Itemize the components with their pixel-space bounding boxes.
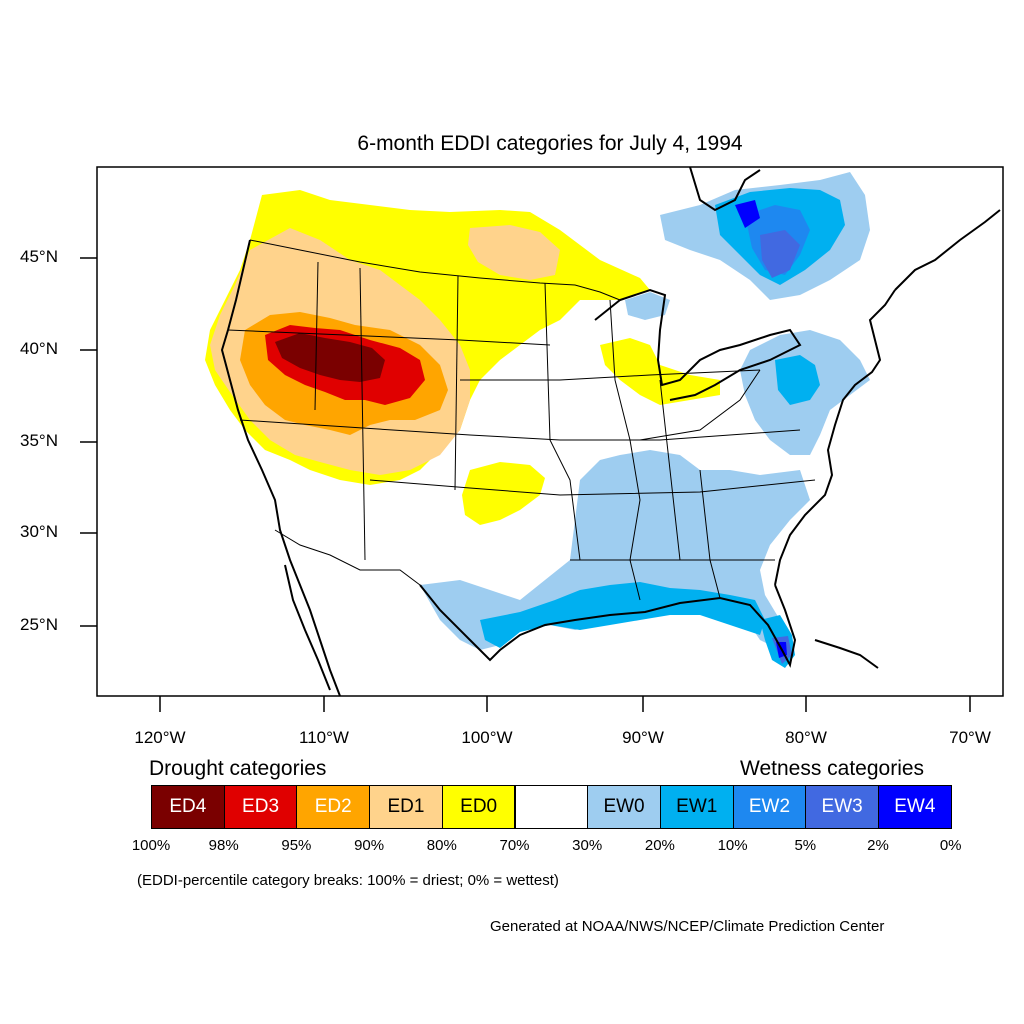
ew0-region-greatlakes: [625, 292, 670, 320]
legend-break-label: 98%: [208, 837, 239, 854]
lat-tick-label: 35°N: [20, 431, 58, 450]
ew4-region-canada: [735, 200, 760, 228]
legend-swatch-normal: [514, 785, 589, 829]
legend-swatch-ew3: EW3: [805, 785, 879, 829]
legend-break-label: 10%: [717, 837, 748, 854]
border-mississippi: [609, 299, 641, 601]
canada-east-coast: [894, 209, 1001, 291]
lon-tick-label: 110°W: [299, 728, 349, 747]
lat-tick-label: 25°N: [20, 615, 58, 634]
cuba-outline: [814, 639, 879, 669]
hudson-bay-shore: [689, 167, 761, 212]
border-lon-85: [699, 469, 721, 599]
legend-swatch-ed2: ED2: [296, 785, 371, 829]
legend-swatch-ew0: EW0: [587, 785, 661, 829]
legend-note: (EDDI-percentile category breaks: 100% =…: [137, 872, 559, 889]
border-lat-42: [227, 329, 551, 346]
drought-shading: [205, 190, 720, 525]
state-borders: [227, 239, 816, 601]
map-frame: [96, 166, 1004, 697]
border-lat-35: [369, 479, 816, 496]
lon-tick-label: 90°W: [622, 728, 664, 747]
legend-break-label: 0%: [939, 837, 962, 854]
legend-swatch-ew1: EW1: [659, 785, 734, 829]
legend-break-label: 20%: [644, 837, 675, 854]
legend-break-label: 90%: [354, 837, 385, 854]
legend-break-label: 5%: [794, 837, 817, 854]
map-title: 6-month EDDI categories for July 4, 1994: [357, 132, 743, 155]
lat-tick-label: 30°N: [20, 522, 58, 541]
axis-ticks: [80, 257, 971, 712]
us-canada-border: [249, 239, 621, 301]
us-mexico-border: [274, 529, 421, 586]
ed4-region: [275, 333, 385, 382]
border-lon-87: [659, 379, 681, 561]
ew0-region-south: [420, 450, 810, 650]
border-lon-114: [314, 261, 319, 411]
legend-break-label: 100%: [131, 837, 171, 854]
ew1-region-northeast: [775, 355, 820, 405]
ed0-region-oklahoma: [462, 462, 545, 525]
legend-break-label: 95%: [281, 837, 312, 854]
border-ohio-river: [639, 369, 761, 441]
us-west-coast: [220, 239, 341, 696]
legend-break-label: 2%: [867, 837, 889, 854]
wetness-heading: Wetness categories: [740, 757, 925, 780]
lon-tick-label: 120°W: [134, 728, 186, 747]
border-lon-95: [544, 282, 581, 561]
legend-break-label: 80%: [426, 837, 457, 854]
legend-swatch-ed1: ED1: [369, 785, 443, 829]
lat-tick-label: 40°N: [20, 339, 58, 358]
lon-tick-label: 80°W: [785, 728, 827, 747]
lat-tick-label: 45°N: [20, 247, 58, 266]
wetness-shading: [420, 172, 870, 668]
border-lon-111: [359, 267, 366, 561]
great-lakes-outline: [594, 288, 802, 401]
drought-heading: Drought categories: [149, 757, 327, 780]
gulf-coast: [419, 584, 797, 668]
lon-tick-label: 70°W: [949, 728, 991, 747]
credit-line: Generated at NOAA/NWS/NCEP/Climate Predi…: [490, 918, 885, 935]
baja-coast: [284, 564, 331, 691]
legend-swatch-ed4: ED4: [151, 785, 225, 829]
legend-swatch-ed0: ED0: [441, 785, 516, 829]
us-east-coast: [774, 289, 896, 586]
ed1-region-north: [468, 225, 560, 280]
border-lat-37: [239, 419, 801, 441]
legend-swatch-ew4: EW4: [878, 785, 952, 829]
legend-break-label: 70%: [499, 837, 530, 854]
ew1-region-gulf: [480, 582, 765, 648]
ew3-region-canada: [760, 230, 800, 278]
legend-swatch-ew2: EW2: [732, 785, 807, 829]
legend-swatch-ed3: ED3: [223, 785, 298, 829]
border-lat-40: [460, 369, 761, 381]
coastlines: [220, 167, 1001, 696]
lon-tick-label: 100°W: [461, 728, 513, 747]
border-lon-104: [454, 275, 459, 491]
legend-break-label: 30%: [572, 837, 603, 854]
